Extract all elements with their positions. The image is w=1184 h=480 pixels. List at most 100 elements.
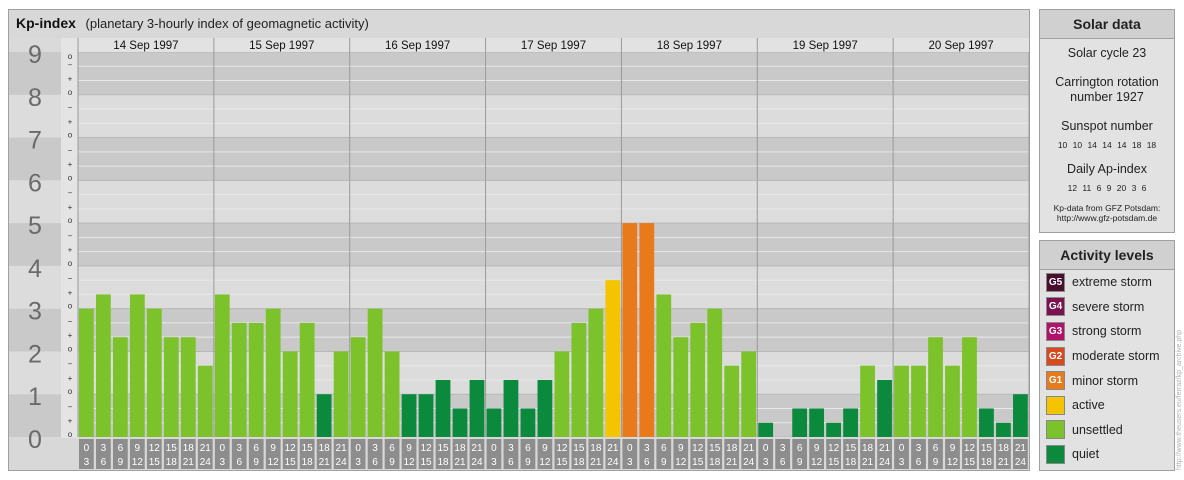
interval-label-box bbox=[877, 439, 892, 469]
interval-label-box bbox=[146, 439, 162, 469]
interval-end-label: 12 bbox=[811, 457, 823, 468]
interval-end-label: 24 bbox=[743, 457, 755, 468]
kp-bar bbox=[758, 422, 774, 437]
interval-end-label: 15 bbox=[420, 457, 432, 468]
kp-bar bbox=[571, 322, 587, 437]
y-band-label bbox=[9, 308, 61, 352]
interval-end-label: 3 bbox=[84, 457, 90, 468]
interval-start-label: 15 bbox=[437, 443, 449, 454]
interval-label-box bbox=[537, 439, 553, 469]
interval-label-box bbox=[520, 439, 536, 469]
interval-start-label: 3 bbox=[508, 443, 514, 454]
interval-start-label: 9 bbox=[814, 443, 820, 454]
y-minor-label: − bbox=[68, 60, 73, 69]
y-tick-label: 8 bbox=[28, 84, 42, 112]
chart-title: Kp-index bbox=[16, 15, 76, 31]
interval-end-label: 21 bbox=[998, 457, 1010, 468]
y-tick-label: 4 bbox=[28, 255, 42, 283]
kp-bar bbox=[231, 322, 247, 437]
y-tick-label: 0 bbox=[28, 426, 42, 454]
interval-label-box bbox=[469, 439, 485, 469]
kp-bar bbox=[282, 351, 298, 437]
kp-bar bbox=[95, 294, 111, 437]
interval-start-label: 9 bbox=[406, 443, 412, 454]
interval-label-box bbox=[809, 439, 825, 469]
interval-start-label: 6 bbox=[118, 443, 124, 454]
y-band-label bbox=[9, 180, 61, 224]
interval-start-label: 12 bbox=[828, 443, 840, 454]
interval-end-label: 9 bbox=[118, 457, 124, 468]
interval-end-label: 21 bbox=[454, 457, 466, 468]
interval-label-box bbox=[911, 439, 926, 469]
interval-label-box bbox=[112, 439, 128, 469]
activity-levels-panel: Activity levels G5 extreme storm G4 severe … bbox=[1039, 240, 1175, 471]
activity-label: minor storm bbox=[1072, 373, 1138, 388]
activity-level-unsettled: unsettled bbox=[1040, 418, 1174, 443]
kp-bar bbox=[367, 308, 383, 437]
interval-start-label: 15 bbox=[981, 443, 993, 454]
interval-start-label: 3 bbox=[916, 443, 922, 454]
kp-bar bbox=[146, 308, 162, 437]
interval-end-label: 18 bbox=[437, 457, 449, 468]
y-band-label bbox=[9, 223, 61, 266]
y-band-label bbox=[9, 52, 61, 95]
interval-end-label: 6 bbox=[916, 457, 922, 468]
interval-end-label: 3 bbox=[219, 457, 225, 468]
interval-end-label: 18 bbox=[302, 457, 314, 468]
kp-bar bbox=[673, 337, 689, 437]
activity-label: moderate storm bbox=[1072, 349, 1160, 364]
activity-label: extreme storm bbox=[1072, 275, 1152, 290]
y-minor-label: + bbox=[68, 117, 73, 126]
interval-end-label: 3 bbox=[627, 457, 633, 468]
interval-label-box bbox=[129, 439, 145, 469]
y-band bbox=[78, 94, 1029, 138]
interval-start-label: 6 bbox=[661, 443, 667, 454]
activity-level-extreme-storm: G5 extreme storm bbox=[1040, 270, 1174, 295]
interval-start-label: 21 bbox=[607, 443, 619, 454]
y-minor-label: o bbox=[68, 88, 73, 97]
interval-label-box bbox=[860, 439, 875, 469]
kp-bar bbox=[588, 308, 604, 437]
interval-start-label: 21 bbox=[471, 443, 483, 454]
interval-label-box bbox=[180, 439, 196, 469]
y-minor-label: o bbox=[68, 430, 73, 439]
day-label: 17 Sep 1997 bbox=[521, 40, 586, 52]
solar-cycle: Solar cycle 23 bbox=[1067, 46, 1147, 60]
interval-label-box bbox=[843, 439, 858, 469]
interval-end-label: 6 bbox=[780, 457, 786, 468]
interval-start-label: 9 bbox=[678, 443, 684, 454]
interval-label-box bbox=[775, 439, 791, 469]
day-label: 20 Sep 1997 bbox=[928, 40, 993, 52]
interval-label-box bbox=[282, 439, 298, 469]
activity-level-strong-storm: G3 strong storm bbox=[1040, 319, 1174, 344]
interval-start-label: 9 bbox=[135, 443, 141, 454]
y-band bbox=[78, 137, 1029, 181]
kp-bar bbox=[928, 337, 943, 437]
kp-bar bbox=[962, 337, 977, 437]
minor-label-column bbox=[61, 38, 78, 438]
chart-subtitle: (planetary 3-hourly index of geomagnetic… bbox=[85, 16, 369, 31]
interval-label-box bbox=[792, 439, 808, 469]
interval-start-label: 18 bbox=[726, 443, 738, 454]
interval-label-box bbox=[333, 439, 349, 469]
y-minor-label: o bbox=[68, 259, 73, 268]
y-minor-label: + bbox=[68, 246, 73, 255]
kp-bar bbox=[656, 294, 672, 437]
interval-start-label: 12 bbox=[285, 443, 297, 454]
interval-label-box bbox=[605, 439, 621, 469]
interval-label-box bbox=[945, 439, 960, 469]
interval-label-box bbox=[622, 439, 638, 469]
interval-start-label: 6 bbox=[389, 443, 395, 454]
day-label: 19 Sep 1997 bbox=[793, 40, 858, 52]
interval-start-label: 12 bbox=[556, 443, 568, 454]
interval-label-box bbox=[214, 439, 230, 469]
interval-label-box bbox=[639, 439, 655, 469]
interval-start-label: 9 bbox=[542, 443, 548, 454]
kp-bar bbox=[639, 223, 655, 437]
y-minor-label: + bbox=[68, 331, 73, 340]
interval-start-label: 18 bbox=[998, 443, 1010, 454]
y-minor-label: − bbox=[68, 103, 73, 112]
interval-label-box bbox=[928, 439, 943, 469]
interval-start-label: 6 bbox=[933, 443, 939, 454]
kp-bar bbox=[163, 337, 179, 437]
